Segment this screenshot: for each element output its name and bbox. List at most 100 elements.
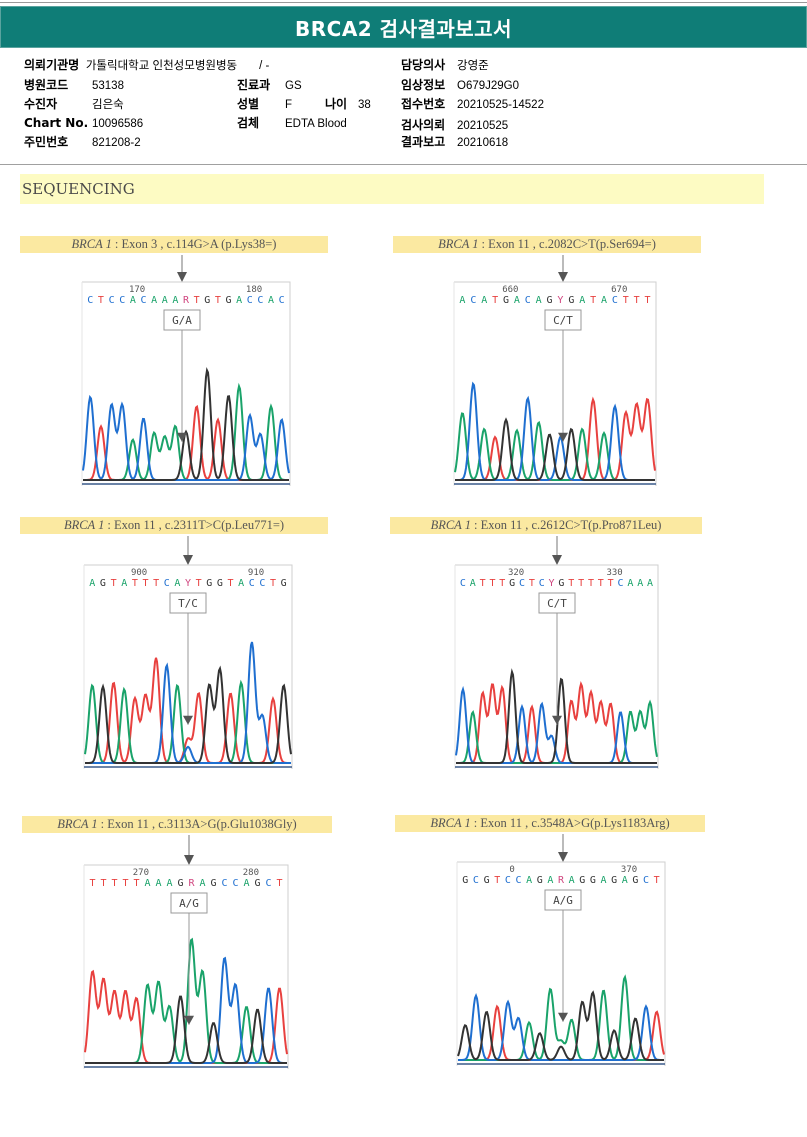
base-call: C	[460, 578, 466, 589]
trace-G	[83, 367, 289, 481]
variant-marker-icon	[552, 715, 562, 725]
base-call: T	[588, 578, 594, 589]
variant-text: : Exon 3 , c.114G>A (p.Lys38=)	[114, 237, 277, 251]
base-call: A	[199, 878, 205, 889]
base-call: T	[654, 875, 660, 886]
trace-A	[83, 382, 289, 481]
base-call: C	[247, 295, 253, 306]
trace-T	[85, 657, 291, 764]
base-call: A	[637, 578, 643, 589]
base-call: C	[505, 875, 511, 886]
base-call: G	[484, 875, 490, 886]
base-call: A	[238, 578, 244, 589]
pointer-arrow-icon	[184, 855, 194, 865]
info-value: 20210618	[457, 137, 509, 149]
base-call: G	[462, 875, 468, 886]
base-call: A	[526, 875, 532, 886]
base-call: T	[480, 578, 486, 589]
info-label: 수진자	[24, 97, 58, 111]
base-call: G	[632, 875, 638, 886]
base-call: G	[611, 875, 617, 886]
trace-T	[84, 969, 288, 1064]
base-call: T	[89, 878, 95, 889]
base-call: A	[627, 578, 633, 589]
info-label: 의뢰기관명	[24, 58, 80, 72]
base-call: A	[547, 875, 553, 886]
gene-name: BRCA 1	[430, 518, 471, 532]
trace-C	[455, 381, 655, 481]
base-call: A	[121, 578, 127, 589]
genotype-call-box	[544, 309, 582, 331]
info-value: GS	[285, 80, 302, 92]
pointer-arrow-icon	[552, 555, 562, 565]
genotype-call-box	[163, 309, 201, 331]
base-call: C	[618, 578, 624, 589]
variant-marker-icon	[183, 715, 193, 725]
info-value: F	[285, 99, 293, 111]
base-call: C	[109, 295, 115, 306]
trace-C	[85, 956, 287, 1064]
base-call: C	[470, 295, 476, 306]
base-call: T	[489, 578, 495, 589]
base-call: A	[162, 295, 168, 306]
gene-name: BRCA 1	[438, 237, 479, 251]
trace-A	[454, 412, 655, 481]
base-call: G	[590, 875, 596, 886]
chart-frame	[457, 861, 666, 1066]
base-call: R	[558, 875, 565, 886]
variant-caption: BRCA 1: Exon 3 , c.114G>A (p.Lys38=)	[20, 236, 328, 253]
base-call: A	[89, 578, 95, 589]
position-tick-label: 270	[133, 868, 149, 878]
base-call: T	[276, 878, 282, 889]
base-call: T	[623, 295, 629, 306]
base-call: C	[119, 295, 125, 306]
base-call: C	[643, 875, 649, 886]
info-value: 821208-2	[92, 137, 141, 149]
position-tick-label: 320	[508, 568, 524, 578]
base-call: G	[503, 295, 509, 306]
base-call: T	[142, 578, 148, 589]
base-call: T	[215, 295, 221, 306]
trace-T	[83, 404, 289, 481]
base-call: A	[536, 295, 542, 306]
base-call: C	[473, 875, 479, 886]
base-call: A	[130, 295, 136, 306]
position-tick-label: 0	[509, 865, 514, 875]
chart-frame	[82, 281, 291, 486]
trace-G	[457, 990, 664, 1061]
base-call: T	[578, 578, 584, 589]
info-label: 접수번호	[401, 97, 446, 111]
base-call: C	[259, 578, 265, 589]
genotype-call: T/C	[178, 597, 198, 610]
base-call: T	[194, 295, 200, 306]
chart-frame	[84, 564, 293, 769]
variant-marker-icon	[558, 432, 568, 442]
base-call: G	[100, 578, 106, 589]
trace-G	[456, 668, 657, 764]
genotype-call: A/G	[553, 894, 573, 907]
base-call: R	[183, 295, 190, 306]
pointer-arrow-icon	[558, 852, 568, 862]
base-call: T	[196, 578, 202, 589]
trace-A	[84, 679, 291, 764]
info-value: 53138	[92, 80, 124, 92]
info-value: 강영준	[457, 60, 489, 72]
base-call: R	[188, 878, 195, 889]
base-call: Y	[557, 295, 563, 306]
base-call: T	[98, 295, 104, 306]
gene-name: BRCA 1	[430, 816, 471, 830]
base-call: A	[470, 578, 476, 589]
base-call: C	[525, 295, 531, 306]
info-label: 진료과	[237, 78, 271, 92]
variant-caption: BRCA 1: Exon 11 , c.2311T>C(p.Leu771=)	[20, 517, 328, 534]
pointer-arrow-icon	[177, 272, 187, 282]
base-call: C	[257, 295, 263, 306]
base-call: A	[569, 875, 575, 886]
base-call: T	[111, 578, 117, 589]
info-label: Chart No.	[24, 116, 89, 130]
top-rule	[0, 2, 807, 3]
info-value: 38	[358, 99, 371, 111]
